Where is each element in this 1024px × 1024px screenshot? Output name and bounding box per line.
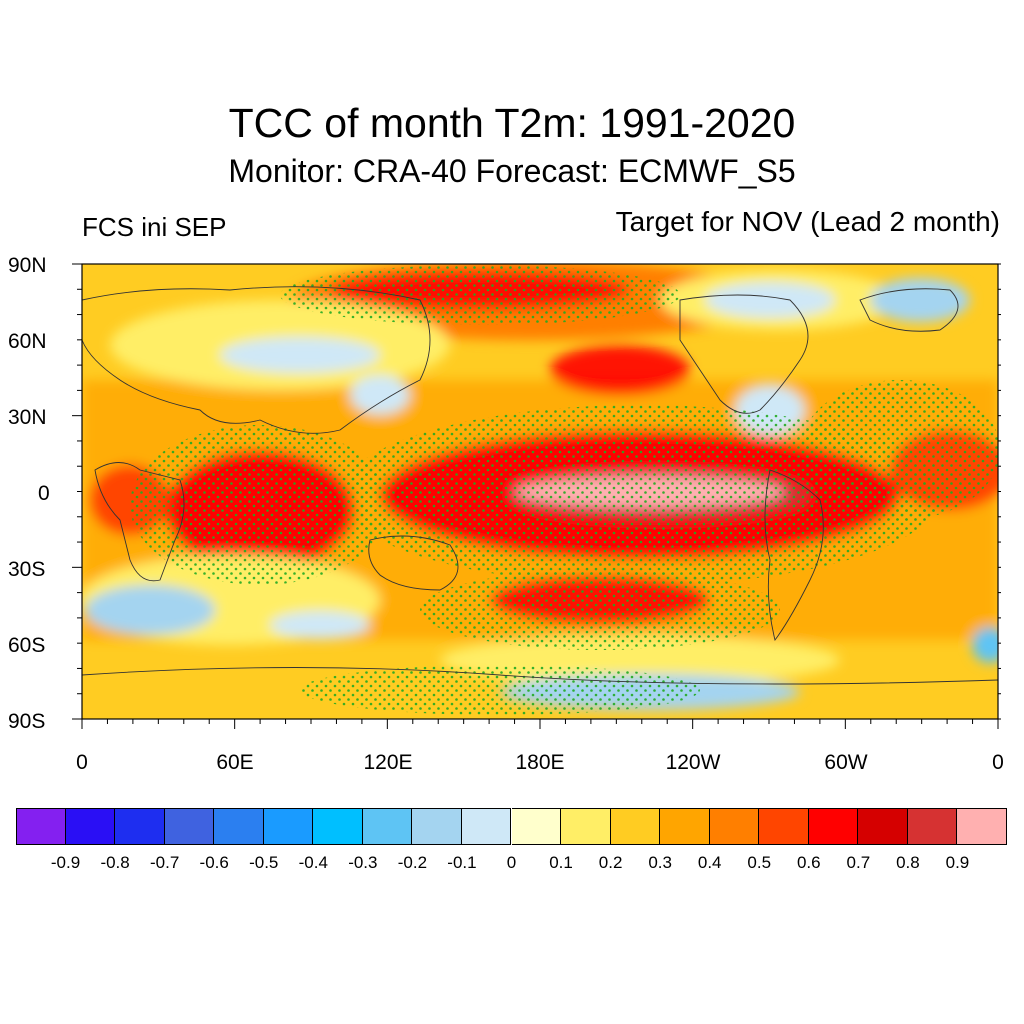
colorbar-swatch xyxy=(65,808,116,845)
subtitle: Monitor: CRA-40 Forecast: ECMWF_S5 xyxy=(228,153,796,189)
colorbar-swatch xyxy=(263,808,314,845)
colorbar-swatch xyxy=(16,808,66,845)
colorbar-tick-label: 0.7 xyxy=(846,853,871,872)
lat-label-90n: 90N xyxy=(8,254,47,277)
colorbar-tick-label: 0.8 xyxy=(896,853,920,872)
colorbar-tick-label: -0.7 xyxy=(149,853,180,872)
colorbar-swatch xyxy=(461,808,512,845)
colorbar-swatch xyxy=(660,808,710,845)
significance-stipple xyxy=(130,265,998,715)
lon-label-60w: 60W xyxy=(824,751,868,774)
lon-label-180e: 180E xyxy=(515,751,565,774)
colorbar-swatch xyxy=(957,808,1007,845)
colorbar-tick-label: 0 xyxy=(506,853,517,872)
lat-label-30n: 30N xyxy=(8,406,47,429)
colorbar-tick-label: -0.9 xyxy=(50,853,81,872)
colorbar-swatch xyxy=(561,808,611,845)
lat-label-60s: 60S xyxy=(8,634,46,657)
colorbar-swatch xyxy=(610,808,661,845)
colorbar-swatch xyxy=(759,808,809,845)
correlation-field xyxy=(82,264,998,719)
colorbar-tick-label: 0.9 xyxy=(945,853,970,872)
colorbar-tick-label: 0.4 xyxy=(697,853,722,872)
colorbar-tick-label: 0.6 xyxy=(796,853,821,872)
lon-label-120e: 120E xyxy=(363,751,413,774)
init-label: FCS ini SEP xyxy=(82,212,227,242)
lat-label-0: 0 xyxy=(38,482,50,505)
colorbar-swatch xyxy=(115,808,165,845)
colorbar-swatch xyxy=(412,808,462,845)
target-label: Target for NOV (Lead 2 month) xyxy=(615,206,1000,237)
colorbar-swatch xyxy=(808,808,859,845)
colorbar-tick-label: 0.1 xyxy=(549,853,573,872)
colorbar-tick-label: -0.6 xyxy=(199,853,229,872)
lat-label-30s: 30S xyxy=(8,558,46,581)
colorbar-swatch xyxy=(511,808,562,845)
colorbar-tick-label: -0.8 xyxy=(100,853,130,872)
lon-label-120w: 120W xyxy=(665,751,721,774)
colorbar-swatch xyxy=(362,808,413,845)
colorbar-swatch xyxy=(313,808,363,845)
lon-label-60e: 60E xyxy=(216,751,254,774)
colorbar-swatch xyxy=(164,808,215,845)
colorbar-tick-label: -0.3 xyxy=(348,853,378,872)
lat-label-60n: 60N xyxy=(8,330,47,353)
colorbar-tick-label: 0.3 xyxy=(648,853,672,872)
colorbar-tick-label: 0.2 xyxy=(598,853,623,872)
colorbar-swatch xyxy=(907,808,958,845)
colorbar-tick-label: -0.2 xyxy=(397,853,428,872)
colorbar-tick-label: -0.1 xyxy=(447,853,477,872)
colorbar-tick-label: 0.5 xyxy=(747,853,772,872)
main-title: TCC of month T2m: 1991-2020 xyxy=(228,100,796,146)
colorbar-swatch xyxy=(709,808,760,845)
axis-ticks xyxy=(72,263,1001,729)
lon-label-0-west: 0 xyxy=(76,751,88,774)
coastlines xyxy=(82,286,998,685)
lat-label-90s: 90S xyxy=(8,710,46,733)
colorbar-tick-label: -0.4 xyxy=(298,853,328,872)
colorbar-tick-label: -0.5 xyxy=(249,853,279,872)
colorbar-swatch xyxy=(214,808,264,845)
colorbar-swatch xyxy=(858,808,908,845)
lon-label-0-east: 0 xyxy=(992,751,1004,774)
